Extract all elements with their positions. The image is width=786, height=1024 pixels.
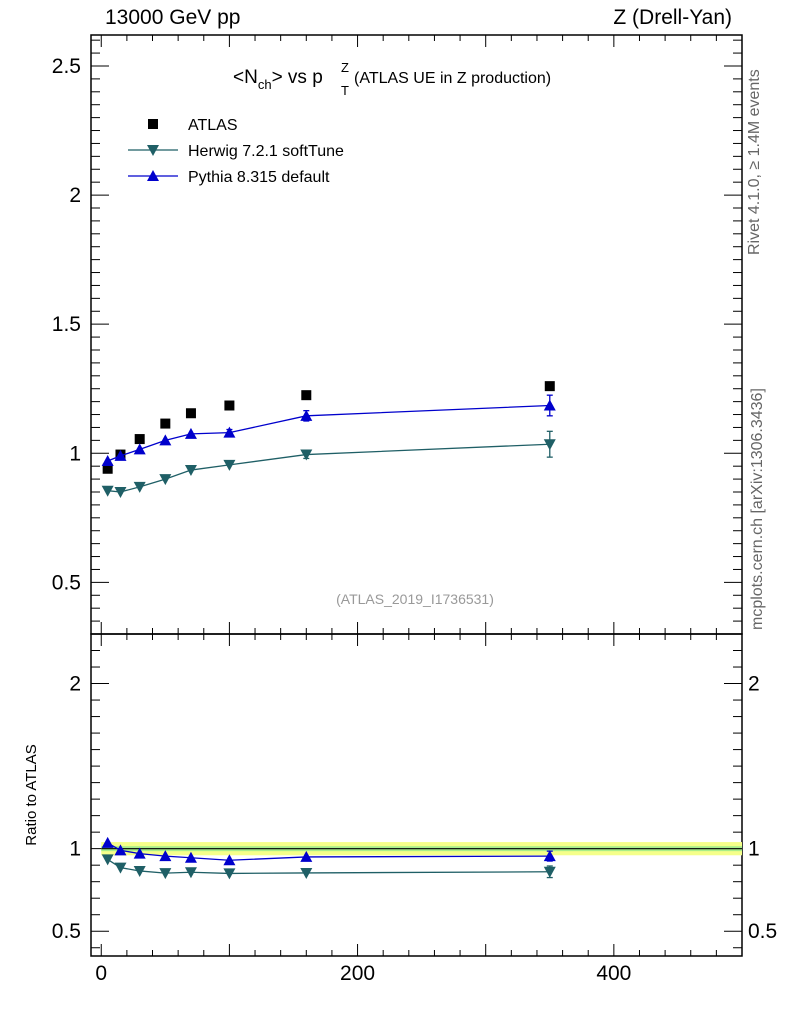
- data-point: [101, 485, 114, 497]
- ratio-data-point: [543, 850, 556, 862]
- data-point: [184, 427, 197, 439]
- ratio-data-point: [101, 836, 114, 848]
- data-point: [543, 399, 556, 411]
- ratio-data-point: [159, 868, 172, 880]
- y-tick-label: 2.5: [52, 55, 81, 78]
- chart-title: <Nch> vs p ZT (ATLAS UE in Z production): [233, 60, 551, 98]
- ratio-y-tick-label-right: 1: [748, 838, 760, 861]
- data-point: [133, 443, 146, 455]
- ratio-data-point: [184, 851, 197, 863]
- x-tick-label: 200: [340, 962, 375, 985]
- y-tick-label: 1.5: [52, 313, 81, 336]
- data-point: [223, 459, 236, 471]
- data-point: [224, 400, 235, 411]
- data-point: [544, 381, 555, 392]
- ratio-panel: 0 200 400 0.5 0.5 1 1 2 2 Ratio to ATLAS: [23, 633, 777, 985]
- data-point: [160, 418, 171, 429]
- y-tick-label: 2: [69, 184, 81, 207]
- ratio-data-point: [543, 866, 556, 878]
- data-point: [102, 463, 113, 474]
- ratio-y-tick-label: 2: [69, 673, 81, 696]
- data-point: [184, 465, 197, 477]
- data-point: [223, 426, 236, 438]
- ratio-data-point: [300, 850, 313, 862]
- legend-label: ATLAS: [188, 117, 238, 134]
- data-point: [185, 408, 196, 419]
- data-point: [543, 439, 556, 451]
- title-suffix: (ATLAS UE in Z production): [354, 70, 551, 87]
- series-herwig: [101, 430, 556, 498]
- legend-item: Pythia 8.315 default: [128, 169, 330, 186]
- data-point: [114, 486, 127, 498]
- legend-item: Herwig 7.2.1 softTune: [128, 143, 344, 160]
- ratio-y-tick-label: 1: [69, 838, 81, 861]
- ratio-series-herwig: [101, 854, 556, 880]
- ratio-series-pythia: [101, 836, 556, 866]
- x-tick-label: 0: [95, 962, 107, 985]
- ratio-data-point: [159, 850, 172, 862]
- data-point: [159, 434, 172, 446]
- ratio-data-point: [114, 862, 127, 874]
- ratio-data-point: [133, 847, 146, 859]
- analysis-id-label: (ATLAS_2019_I1736531): [336, 591, 494, 607]
- ratio-data-point: [223, 868, 236, 880]
- series-line: [107, 443, 550, 493]
- ratio-data-point: [114, 844, 127, 856]
- legend-item: ATLAS: [148, 117, 238, 134]
- y-tick-label: 0.5: [52, 571, 81, 594]
- ratio-y-tick-label-right: 0.5: [748, 920, 777, 943]
- ratio-y-tick-label: 0.5: [52, 920, 81, 943]
- title-subscript: ch: [258, 77, 272, 92]
- series-atlas: [102, 381, 555, 474]
- ratio-data-point: [184, 867, 197, 879]
- title-part: > vs p: [272, 67, 323, 88]
- series-pythia: [101, 394, 556, 467]
- header-process-label: 13000 GeV pp: [105, 6, 241, 29]
- data-point: [301, 390, 312, 401]
- x-tick-label: 400: [596, 962, 631, 985]
- ratio-series-line: [107, 858, 550, 875]
- title-superscript: Z: [341, 60, 349, 75]
- data-point: [114, 449, 127, 461]
- legend-label: Pythia 8.315 default: [188, 169, 330, 186]
- ratio-data-point: [133, 865, 146, 877]
- data-point: [159, 474, 172, 486]
- title-subscript: T: [341, 83, 349, 98]
- series-line: [107, 404, 550, 462]
- ratio-frame: [90, 633, 743, 957]
- data-point: [134, 434, 145, 445]
- ratio-data-point: [300, 867, 313, 879]
- title-part: <N: [233, 67, 258, 88]
- legend-marker: [148, 119, 158, 129]
- ratio-y-axis-label: Ratio to ATLAS: [23, 744, 40, 845]
- legend-marker: [147, 145, 159, 156]
- data-point: [300, 409, 313, 421]
- chart-title-text: <Nch> vs p: [233, 67, 323, 92]
- y-tick-label: 1: [69, 442, 81, 465]
- ratio-data-point: [223, 854, 236, 866]
- legend-marker: [147, 170, 159, 181]
- ratio-y-tick-label-right: 2: [748, 673, 760, 696]
- ratio-data-point: [101, 854, 114, 866]
- data-point: [133, 481, 146, 493]
- data-point: [300, 449, 313, 461]
- legend: ATLAS Herwig 7.2.1 softTune Pythia 8.315 d…: [128, 117, 344, 186]
- header-channel-label: Z (Drell-Yan): [613, 6, 732, 29]
- data-point: [101, 455, 114, 467]
- legend-label: Herwig 7.2.1 softTune: [188, 143, 344, 160]
